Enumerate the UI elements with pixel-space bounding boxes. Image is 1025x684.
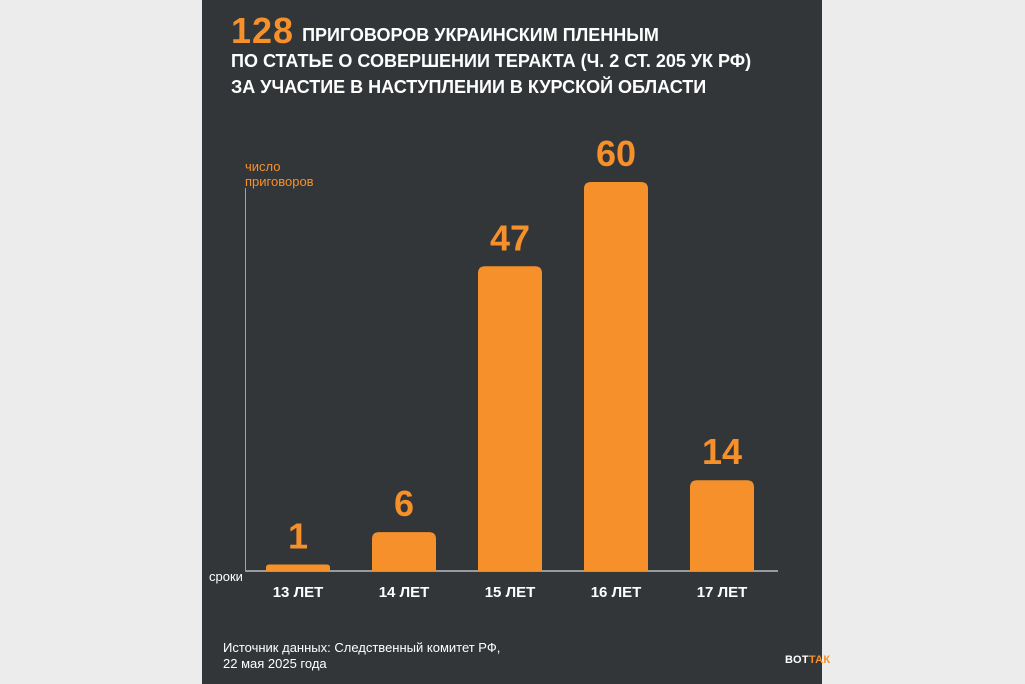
infographic-card: 128 ПРИГОВОРОВ УКРАИНСКИМ ПЛЕННЫМ ПО СТАТ…: [202, 0, 830, 684]
bar-chart: 1 13 ЛЕТ 6 14 ЛЕТ 47 15 ЛЕТ 60 16 ЛЕТ 14 17 ЛЕТ: [245, 133, 778, 601]
source-line-2: 22 мая 2025 года: [223, 656, 327, 671]
logo-part-2: ТАК: [808, 654, 831, 666]
x-axis-label: сроки: [209, 569, 243, 584]
data-label-1: 1: [288, 516, 308, 557]
brand-logo: ВОТТАК: [785, 654, 830, 666]
chart-title: 128 ПРИГОВОРОВ УКРАИНСКИМ ПЛЕННЫМ ПО СТАТ…: [231, 13, 811, 100]
source-line-1: Источник данных: Следственный комитет РФ…: [223, 640, 501, 655]
x-tick-label-4: 16 ЛЕТ: [591, 584, 642, 601]
y-axis-line: [245, 188, 246, 570]
title-line-3: ЗА УЧАСТИЕ В НАСТУПЛЕНИИ В КУРСКОЙ ОБЛАС…: [231, 77, 707, 97]
x-tick-label-1: 13 ЛЕТ: [273, 584, 324, 601]
y-axis-label: число приговоров: [245, 159, 345, 189]
x-tick-label-5: 17 ЛЕТ: [697, 584, 748, 601]
title-line-2: ПО СТАТЬЕ О СОВЕРШЕНИИ ТЕРАКТА (Ч. 2 СТ.…: [231, 51, 752, 71]
data-label-3: 47: [490, 217, 530, 258]
data-label-5: 14: [702, 431, 742, 472]
title-line-1: 128 ПРИГОВОРОВ УКРАИНСКИМ ПЛЕННЫМ: [231, 13, 811, 49]
y-axis-label-line-1: число: [245, 159, 281, 174]
bar-3: [478, 266, 542, 571]
y-axis-label-line-2: приговоров: [245, 174, 314, 189]
bar-2: [372, 532, 436, 571]
bar-5: [690, 480, 754, 571]
bar-4: [584, 182, 648, 571]
bar-1: [266, 564, 330, 571]
title-total-number: 128: [231, 10, 295, 51]
title-line-1-text: ПРИГОВОРОВ УКРАИНСКИМ ПЛЕННЫМ: [302, 25, 659, 45]
data-label-2: 6: [394, 483, 414, 524]
x-tick-label-3: 15 ЛЕТ: [485, 584, 536, 601]
logo-part-1: ВОТ: [785, 654, 809, 666]
data-label-4: 60: [596, 133, 636, 174]
source-note: Источник данных: Следственный комитет РФ…: [223, 640, 500, 672]
x-tick-label-2: 14 ЛЕТ: [379, 584, 430, 601]
